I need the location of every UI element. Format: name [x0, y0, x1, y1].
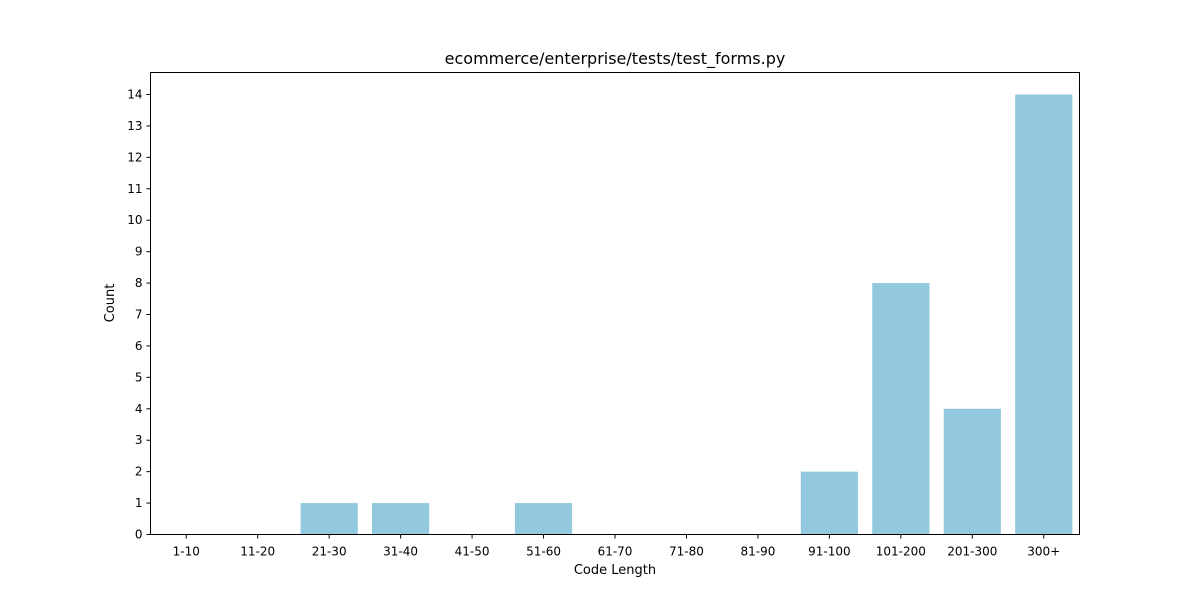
x-tick-label: 21-30 [312, 545, 347, 559]
plot-frame [150, 72, 1080, 535]
x-tick-label: 41-50 [455, 545, 490, 559]
x-tick-label: 201-300 [947, 545, 997, 559]
x-axis: 1-10 11-20 21-30 31-40 41-50 51-60 61-70 71-80 8… [173, 534, 1060, 559]
y-tick-label: 10 [127, 213, 142, 227]
y-tick-label: 7 [135, 308, 143, 322]
x-axis-label: Code Length [574, 563, 656, 578]
x-tick-label: 71-80 [669, 545, 704, 559]
y-tick-label: 12 [127, 150, 142, 164]
y-tick-label: 1 [135, 496, 143, 510]
y-tick-label: 9 [135, 245, 143, 259]
y-tick-label: 13 [127, 119, 142, 133]
x-tick-label: 11-20 [240, 545, 275, 559]
y-tick-label: 14 [127, 88, 142, 102]
x-tick-label: 31-40 [383, 545, 418, 559]
y-tick-label: 4 [135, 402, 143, 416]
x-tick-label: 51-60 [526, 545, 561, 559]
bar-91-100 [800, 471, 858, 535]
y-tick-label: 6 [135, 339, 143, 353]
x-tick-label: 81-90 [740, 545, 775, 559]
y-tick-label: 5 [135, 370, 143, 384]
bars-group [300, 94, 1073, 535]
bar-201-300 [943, 408, 1001, 535]
y-axis-label: Count [103, 284, 118, 323]
bar-51-60 [514, 503, 573, 535]
y-tick-label: 2 [135, 465, 143, 479]
y-tick-label: 11 [127, 182, 142, 196]
x-tick-label: 61-70 [598, 545, 633, 559]
chart-title: ecommerce/enterprise/tests/test_forms.py [445, 49, 786, 69]
y-tick-label: 3 [135, 433, 143, 447]
bar-300+ [1015, 94, 1073, 535]
x-tick-label: 300+ [1027, 545, 1060, 559]
bar-101-200 [872, 283, 930, 535]
bar-21-30 [300, 503, 358, 535]
x-tick-label: 91-100 [808, 545, 851, 559]
y-tick-label: 8 [135, 276, 143, 290]
x-tick-label: 1-10 [173, 545, 200, 559]
y-tick-label: 0 [135, 528, 143, 542]
x-tick-label: 101-200 [876, 545, 926, 559]
bar-31-40 [372, 503, 430, 535]
